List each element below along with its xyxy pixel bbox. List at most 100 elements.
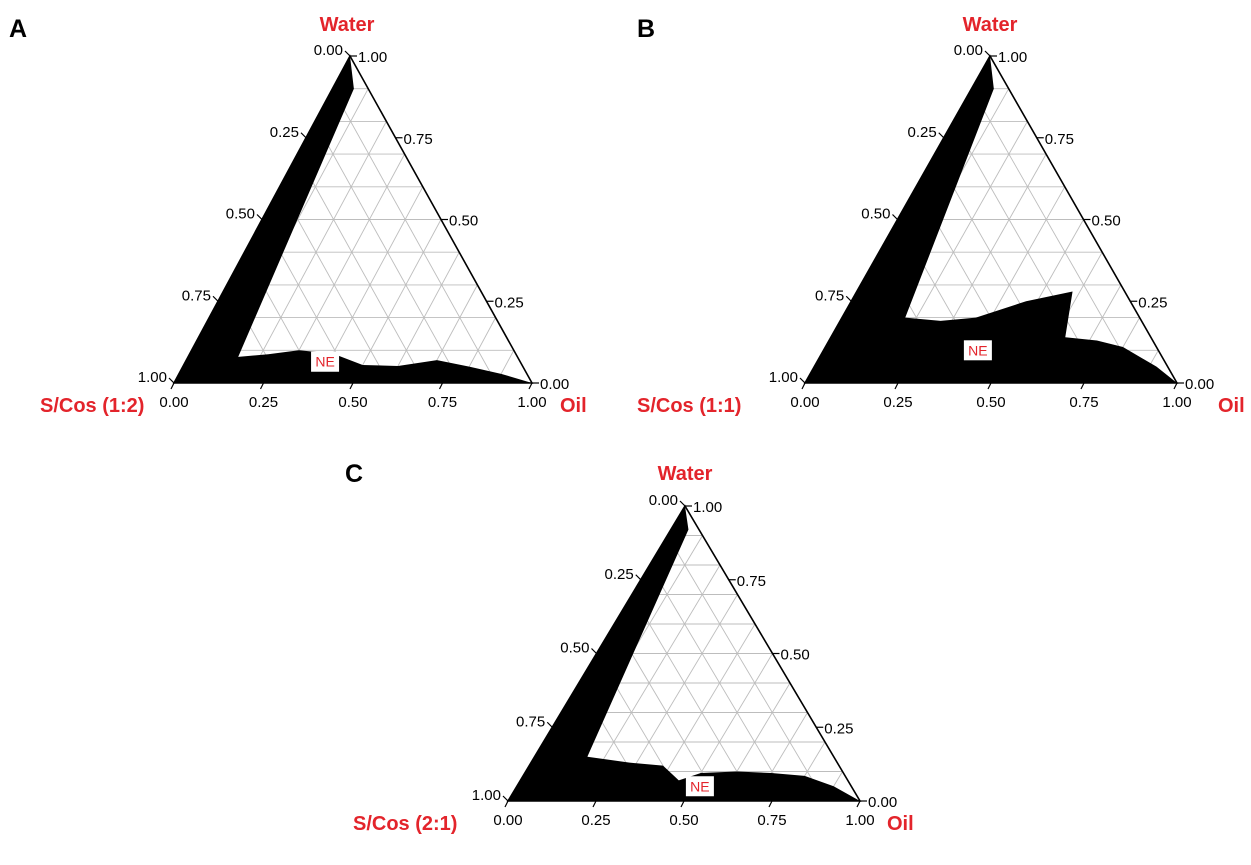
- right-tick-label: 0.50: [781, 647, 810, 664]
- tick-mark: [801, 382, 806, 390]
- tick-mark: [984, 50, 991, 57]
- ternary-panel-b: 0.00 0.00 0.00 0.25 0.25 0.25 0.50 0.50 0.50 0.75…: [637, 14, 1245, 417]
- bottom-tick-label: 0.25: [581, 812, 610, 829]
- gridline: [332, 88, 497, 384]
- gridline: [388, 251, 460, 384]
- vertex-label-oil: Oil: [1218, 395, 1245, 417]
- tick-mark: [845, 295, 852, 302]
- gridline: [281, 153, 405, 384]
- panel-letter: C: [345, 460, 363, 488]
- right-tick-label: 0.00: [868, 794, 897, 811]
- tick-mark: [256, 214, 263, 220]
- tick-mark: [768, 800, 773, 808]
- tick-mark: [349, 382, 354, 390]
- bottom-tick-label: 0.00: [493, 812, 522, 829]
- gridline: [352, 219, 442, 384]
- tick-mark: [938, 132, 945, 139]
- ne-label-box: [685, 776, 714, 797]
- gridline: [296, 153, 425, 384]
- tick-mark: [212, 295, 219, 302]
- left-tick-label: 0.00: [649, 492, 678, 509]
- right-tick-label: 1.00: [998, 49, 1027, 66]
- right-tick-label: 0.00: [540, 376, 569, 393]
- bottom-tick-label: 1.00: [1162, 394, 1191, 411]
- bottom-tick-label: 1.00: [517, 394, 546, 411]
- tick-mark: [591, 648, 597, 654]
- panel-letter: A: [9, 15, 27, 43]
- vertex-label-oil: Oil: [887, 813, 914, 835]
- gridline: [631, 594, 755, 802]
- tick-mark: [894, 382, 899, 390]
- bottom-tick-label: 0.50: [338, 394, 367, 411]
- bottom-tick-label: 0.50: [669, 812, 698, 829]
- left-tick-label: 0.50: [560, 640, 589, 657]
- tick-mark: [528, 382, 533, 390]
- left-tick-label: 0.75: [516, 713, 545, 730]
- ne-label-box: [311, 351, 340, 372]
- vertex-label-scos: S/Cos (1:2): [40, 395, 144, 417]
- left-tick-label: 1.00: [472, 787, 501, 804]
- panel-letter: B: [637, 15, 655, 43]
- right-tick-label: 0.25: [1138, 294, 1167, 311]
- right-tick-label: 1.00: [358, 49, 387, 66]
- tick-mark: [635, 574, 642, 581]
- tick-mark: [1173, 382, 1178, 390]
- tick-mark: [300, 132, 307, 139]
- right-tick-label: 0.00: [1185, 376, 1214, 393]
- right-tick-label: 0.75: [737, 573, 766, 590]
- bottom-tick-label: 0.75: [757, 812, 786, 829]
- bottom-tick-label: 0.75: [428, 394, 457, 411]
- ne-label: NE: [968, 342, 987, 358]
- bottom-tick-label: 0.00: [159, 394, 188, 411]
- left-tick-label: 0.50: [861, 206, 890, 223]
- right-tick-label: 0.50: [1092, 213, 1121, 230]
- bottom-tick-label: 1.00: [845, 812, 874, 829]
- left-tick-label: 1.00: [769, 369, 798, 386]
- left-tick-label: 0.75: [815, 287, 844, 304]
- ternary-panel-a: 0.00 0.00 0.00 0.25 0.25 0.25 0.50 0.50 0.50 0.75…: [9, 14, 587, 417]
- left-tick-label: 0.00: [314, 42, 343, 59]
- vertex-label-water: Water: [320, 14, 375, 36]
- left-tick-label: 0.50: [226, 206, 255, 223]
- bottom-tick-label: 0.00: [790, 394, 819, 411]
- tick-mark: [438, 382, 444, 390]
- nanoemulsion-region: [805, 56, 1177, 383]
- left-tick-label: 0.25: [605, 566, 634, 583]
- vertex-label-scos: S/Cos (2:1): [353, 813, 457, 835]
- tick-mark: [504, 800, 509, 808]
- left-tick-label: 0.75: [182, 287, 211, 304]
- right-tick-label: 0.25: [495, 294, 524, 311]
- gridlines: [191, 88, 515, 384]
- tick-mark: [502, 795, 509, 802]
- ne-label: NE: [315, 354, 334, 370]
- gridline: [666, 535, 826, 802]
- left-tick-label: 1.00: [138, 369, 167, 386]
- vertex-label-scos: S/Cos (1:1): [637, 395, 741, 417]
- tick-labels: 0.00 0.00 0.00 0.25 0.25 0.25 0.50 0.50 0.50 0.75…: [769, 42, 1214, 411]
- right-tick-label: 0.75: [404, 131, 433, 148]
- tick-mark: [799, 377, 806, 384]
- left-tick-label: 0.00: [954, 42, 983, 59]
- bottom-tick-label: 0.75: [1069, 394, 1098, 411]
- right-tick-label: 0.50: [449, 213, 478, 230]
- nanoemulsion-region: [174, 56, 532, 383]
- ternary-panel-c: 0.00 0.00 0.00 0.25 0.25 0.25 0.50 0.50 0.50 0.75…: [345, 460, 914, 835]
- tick-mark: [856, 800, 861, 808]
- ne-label-box: [963, 340, 992, 361]
- left-tick-label: 0.25: [908, 124, 937, 141]
- right-tick-label: 0.75: [1045, 131, 1074, 148]
- right-tick-label: 1.00: [693, 499, 722, 516]
- tick-mark: [344, 50, 351, 57]
- tick-mark: [546, 721, 553, 728]
- nanoemulsion-region: [508, 506, 860, 801]
- vertex-label-water: Water: [658, 463, 713, 485]
- right-tick-label: 0.25: [824, 720, 853, 737]
- tick-labels: 0.00 0.00 0.00 0.25 0.25 0.25 0.50 0.50 0.50 0.75…: [138, 42, 569, 411]
- tick-mark: [170, 382, 175, 390]
- ne-label: NE: [690, 778, 709, 794]
- tick-mark: [168, 377, 175, 384]
- tick-mark: [680, 800, 685, 808]
- tick-mark: [592, 800, 597, 808]
- tick-mark: [1080, 382, 1085, 390]
